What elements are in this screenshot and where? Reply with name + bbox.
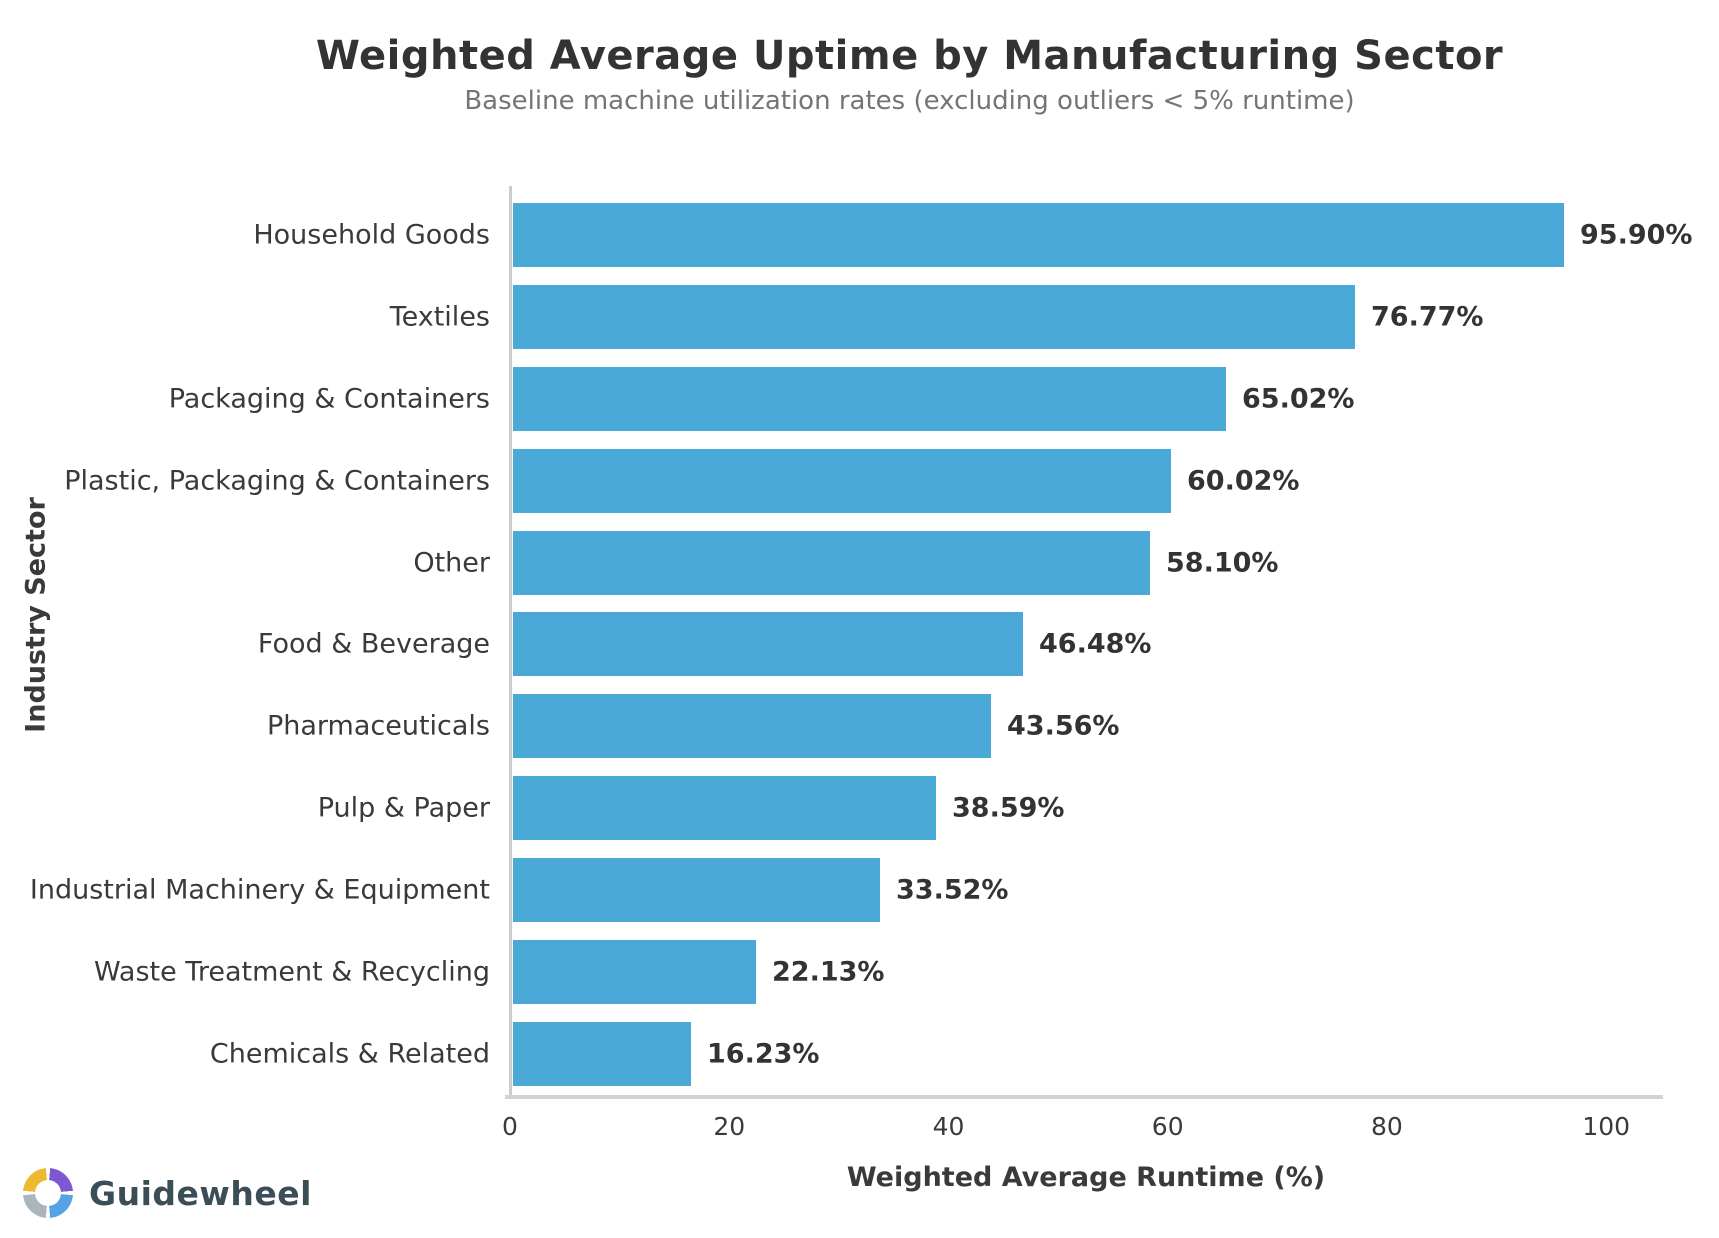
category-label: Waste Treatment & Recycling [93, 956, 490, 988]
x-tick-label: 40 [932, 1112, 965, 1141]
chart-title: Weighted Average Uptime by Manufacturing… [315, 33, 1504, 79]
bar-pulp-paper [513, 776, 936, 840]
value-label: 22.13% [772, 956, 885, 988]
category-label: Industrial Machinery & Equipment [29, 874, 490, 906]
value-label: 58.10% [1166, 547, 1279, 579]
category-label: Pulp & Paper [317, 792, 490, 824]
bar-packaging-containers [513, 367, 1226, 431]
value-label: 65.02% [1242, 383, 1355, 415]
bar-other [513, 531, 1150, 595]
value-label: 16.23% [707, 1038, 820, 1070]
bar-waste-treatment-recycling [513, 940, 756, 1004]
y-axis-spine [509, 186, 512, 1099]
category-label: Pharmaceuticals [266, 710, 490, 742]
x-axis-label: Weighted Average Runtime (%) [846, 1162, 1326, 1193]
x-tick-label: 80 [1371, 1112, 1403, 1141]
bar-industrial-machinery-equipment [513, 858, 880, 922]
guidewheel-ring-icon [23, 1168, 73, 1218]
x-tick-label: 100 [1582, 1112, 1631, 1141]
value-label: 95.90% [1580, 219, 1693, 251]
plot-area [513, 194, 1664, 1095]
chart-subtitle: Baseline machine utilization rates (excl… [464, 86, 1355, 116]
category-label: Chemicals & Related [209, 1038, 490, 1070]
x-tick-label: 20 [713, 1112, 746, 1141]
category-label: Food & Beverage [257, 628, 490, 660]
bar-food-beverage [513, 612, 1023, 676]
bar-textiles [513, 285, 1355, 349]
category-label: Household Goods [253, 219, 490, 251]
category-label: Packaging & Containers [168, 383, 490, 415]
guidewheel-logo-text: Guidewheel [89, 1173, 312, 1213]
category-label: Textiles [389, 301, 490, 333]
x-tick-label: 60 [1151, 1112, 1184, 1141]
guidewheel-logo: Guidewheel [23, 1168, 312, 1218]
category-label: Plastic, Packaging & Containers [64, 465, 490, 497]
value-label: 38.59% [952, 792, 1065, 824]
bar-household-goods [513, 203, 1564, 267]
category-label: Other [413, 547, 490, 579]
bar-plastic-packaging-containers [513, 449, 1171, 513]
bar-pharmaceuticals [513, 694, 991, 758]
value-label: 46.48% [1039, 628, 1152, 660]
value-label: 43.56% [1007, 710, 1120, 742]
value-label: 33.52% [896, 874, 1009, 906]
value-label: 60.02% [1187, 465, 1300, 497]
bar-chemicals-related [513, 1022, 691, 1086]
value-label: 76.77% [1371, 301, 1484, 333]
y-axis-label: Industry Sector [20, 497, 52, 733]
x-axis-spine [505, 1095, 1663, 1099]
x-tick-label: 0 [502, 1112, 518, 1141]
